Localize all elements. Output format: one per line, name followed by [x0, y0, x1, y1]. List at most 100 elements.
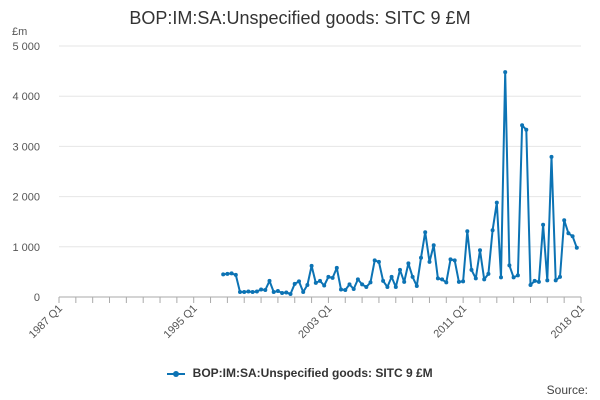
data-point — [490, 228, 495, 233]
data-point — [456, 279, 461, 284]
data-point — [364, 285, 369, 289]
y-tick-label: 2 000 — [12, 192, 40, 204]
data-point — [473, 276, 478, 281]
data-point — [360, 282, 365, 287]
data-point — [351, 287, 356, 291]
data-point — [515, 273, 520, 278]
data-point — [448, 257, 453, 262]
data-point — [478, 248, 482, 253]
data-point — [402, 279, 407, 284]
series-group — [221, 70, 579, 296]
data-point — [452, 258, 457, 263]
legend[interactable]: BOP:IM:SA:Unspecified goods: SITC 9 £M — [0, 366, 600, 380]
data-point — [238, 290, 242, 294]
data-point — [284, 290, 289, 295]
data-point — [423, 230, 428, 235]
data-point — [435, 276, 440, 281]
y-tick-label: 4 000 — [12, 91, 40, 103]
data-point — [343, 288, 348, 292]
data-point — [318, 278, 322, 283]
legend-line-marker-icon — [167, 369, 186, 379]
data-point — [301, 290, 306, 294]
data-point — [309, 263, 314, 268]
data-point — [376, 259, 381, 264]
data-point — [246, 289, 251, 294]
x-tick-label: 1995 Q1 — [162, 303, 200, 341]
y-tick-label: 3 000 — [12, 141, 40, 153]
series-line — [223, 71, 578, 295]
data-point — [275, 289, 280, 293]
data-point — [562, 218, 567, 223]
data-point — [520, 123, 525, 128]
data-point — [225, 271, 230, 276]
data-point — [271, 290, 276, 294]
chart-title: BOP:IM:SA:Unspecified goods: SITC 9 £M — [129, 8, 471, 28]
data-point — [355, 277, 360, 282]
x-tick-label: 2018 Q1 — [549, 303, 587, 341]
data-point — [389, 274, 394, 279]
data-point — [267, 278, 272, 283]
legend-label: BOP:IM:SA:Unspecified goods: SITC 9 £M — [192, 366, 433, 380]
gridlines — [59, 45, 581, 248]
y-tick-label: 1 000 — [12, 242, 40, 254]
data-point — [250, 290, 255, 294]
data-point — [419, 255, 423, 260]
data-point — [297, 279, 301, 284]
data-point — [541, 222, 546, 227]
data-point — [368, 280, 373, 285]
data-point — [549, 154, 554, 159]
data-point — [254, 289, 259, 294]
x-tick-label: 2003 Q1 — [296, 303, 334, 341]
data-point — [385, 285, 390, 289]
data-point — [574, 245, 579, 250]
data-point — [372, 258, 377, 263]
data-point — [242, 290, 247, 294]
y-tick-label: 5 000 — [12, 41, 40, 53]
data-point — [280, 291, 285, 295]
data-point — [511, 275, 516, 280]
data-point — [440, 277, 445, 282]
data-point — [427, 259, 432, 264]
data-point — [398, 267, 402, 272]
data-point — [566, 231, 571, 236]
data-point — [465, 229, 470, 234]
data-point — [528, 283, 533, 287]
data-point — [444, 280, 449, 285]
data-point — [288, 292, 293, 296]
data-point — [292, 281, 297, 286]
data-point — [545, 278, 550, 283]
data-point — [431, 243, 436, 248]
data-point — [259, 287, 264, 292]
data-point — [229, 271, 234, 276]
data-point — [553, 278, 558, 283]
x-tick-label: 2011 Q1 — [431, 303, 469, 341]
data-point — [503, 70, 508, 75]
data-point — [532, 278, 537, 283]
data-point — [313, 280, 318, 285]
data-point — [507, 263, 512, 268]
data-point — [536, 279, 541, 284]
data-point — [381, 278, 386, 283]
x-tick-label: 1987 Q1 — [27, 303, 65, 341]
data-point — [558, 274, 562, 279]
y-tick-label: 0 — [34, 292, 40, 304]
data-point — [410, 274, 415, 279]
data-point — [524, 127, 529, 132]
data-point — [330, 275, 335, 280]
data-point — [494, 200, 499, 205]
data-point — [486, 271, 491, 276]
data-point — [339, 287, 343, 292]
data-point — [414, 284, 419, 288]
y-axis-unit-label: £m — [12, 26, 28, 38]
data-point — [482, 277, 487, 282]
data-point — [393, 285, 398, 289]
source-label: Source: — [546, 383, 588, 397]
data-point — [570, 234, 575, 239]
data-point — [347, 282, 352, 287]
data-point — [322, 283, 327, 288]
data-point — [499, 275, 503, 280]
data-point — [406, 261, 411, 266]
data-point — [305, 283, 310, 287]
y-axis-ticks: 0 1 000 2 000 3 000 4 000 5 000 — [12, 41, 40, 304]
